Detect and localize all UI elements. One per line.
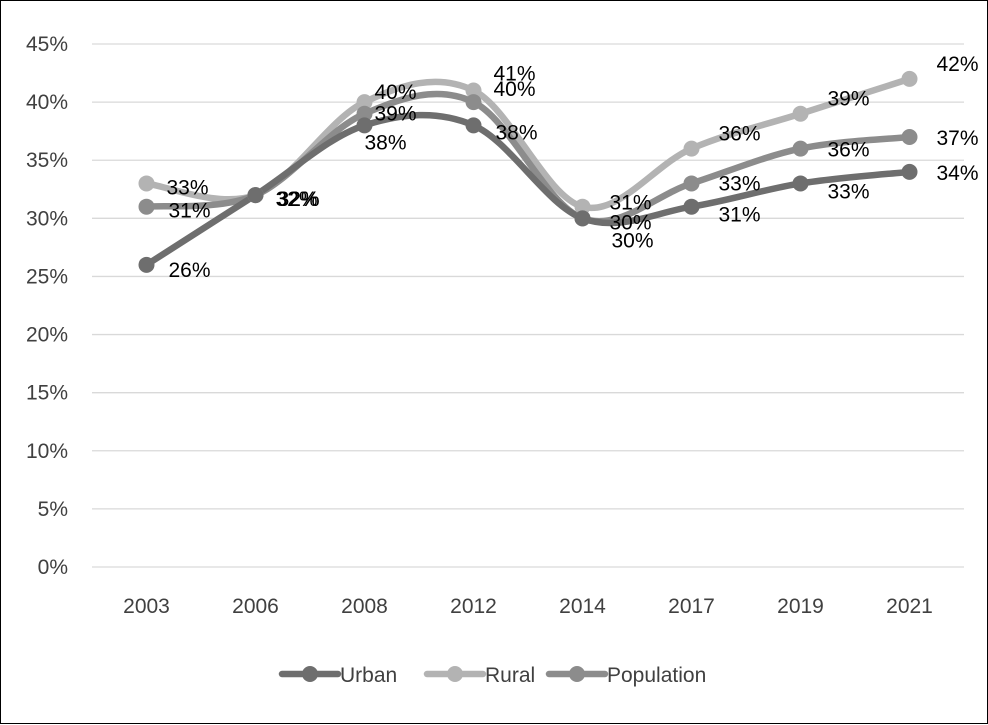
data-point-population: [901, 128, 918, 145]
legend-item-rural: Rural: [423, 664, 535, 687]
x-tick-label: 2008: [341, 595, 388, 618]
data-label-population: 32%: [278, 188, 320, 211]
data-point-rural: [683, 140, 700, 157]
y-axis-tick-labels: 0% 5% 10% 15% 20% 25% 30% 35% 40% 45%: [26, 33, 68, 579]
data-label-urban: 32%: [278, 188, 320, 211]
data-label-rural: 41%: [494, 62, 536, 85]
y-tick-label: 5%: [38, 498, 68, 521]
data-point-rural: [465, 82, 482, 99]
data-label-urban: 33%: [828, 180, 870, 203]
legend-label: Population: [607, 664, 706, 687]
legend-swatch-marker: [447, 666, 463, 682]
legend-swatch-marker: [569, 666, 585, 682]
data-label-rural: 42%: [937, 53, 979, 76]
x-tick-label: 2012: [450, 595, 497, 618]
data-label-rural: 31%: [610, 192, 652, 215]
x-axis-tick-labels: 2003 2006 2008 2012 2014 2017 2019 2021: [123, 595, 933, 618]
y-tick-label: 25%: [26, 265, 68, 288]
data-point-urban: [356, 117, 373, 134]
data-point-rural: [138, 175, 155, 192]
y-tick-label: 10%: [26, 440, 68, 463]
data-point-population: [465, 94, 482, 111]
y-tick-label: 0%: [38, 556, 68, 579]
data-label-urban: 34%: [937, 162, 979, 185]
y-tick-label: 35%: [26, 149, 68, 172]
data-label-urban: 38%: [496, 121, 538, 144]
data-label-population: 39%: [375, 103, 417, 126]
data-point-population: [138, 198, 155, 215]
y-tick-label: 15%: [26, 382, 68, 405]
y-tick-label: 40%: [26, 91, 68, 114]
series-lines: [143, 75, 913, 269]
legend-swatch-marker: [302, 666, 318, 682]
data-point-urban: [574, 210, 591, 227]
data-point-urban: [465, 117, 482, 134]
x-tick-label: 2014: [559, 595, 606, 618]
data-label-urban: 31%: [719, 204, 761, 227]
data-label-population: 37%: [937, 127, 979, 150]
x-tick-label: 2021: [886, 595, 933, 618]
legend-label: Rural: [485, 664, 535, 687]
data-point-population: [356, 105, 373, 122]
x-tick-label: 2019: [777, 595, 824, 618]
data-point-urban: [901, 163, 918, 180]
legend: Urban Rural Population: [278, 664, 706, 687]
data-label-population: 30%: [610, 211, 652, 234]
data-label-population: 33%: [719, 172, 761, 195]
series-line-urban: [143, 111, 913, 269]
y-tick-label: 20%: [26, 324, 68, 347]
y-tick-label: 30%: [26, 207, 68, 230]
legend-label: Urban: [340, 664, 397, 687]
data-point-population: [792, 140, 809, 157]
data-point-rural: [574, 198, 591, 215]
x-tick-label: 2017: [668, 595, 715, 618]
data-label-rural: 40%: [375, 81, 417, 104]
legend-item-population: Population: [545, 664, 706, 687]
legend-item-urban: Urban: [278, 664, 397, 687]
data-label-rural: 39%: [828, 88, 870, 111]
data-label-population: 40%: [494, 78, 536, 101]
data-label-rural: 32%: [276, 188, 318, 211]
data-label-urban: 26%: [169, 259, 211, 282]
series-points: [138, 70, 918, 273]
data-point-urban: [792, 175, 809, 192]
data-label-rural: 36%: [719, 123, 761, 146]
data-label-urban: 30%: [612, 229, 654, 252]
x-tick-label: 2003: [123, 595, 170, 618]
data-point-rural: [356, 94, 373, 111]
data-label-rural: 33%: [167, 176, 209, 199]
data-point-urban: [683, 198, 700, 215]
y-tick-label: 45%: [26, 33, 68, 56]
data-point-rural: [901, 70, 918, 87]
data-point-rural: [792, 105, 809, 122]
data-labels: 26%32%38% 38%30%31%33%34%33%32%40%41%31%3…: [167, 53, 979, 282]
data-label-population: 36%: [828, 139, 870, 162]
data-label-population: 31%: [169, 200, 211, 223]
data-point-population: [683, 175, 700, 192]
gridlines: [92, 43, 964, 568]
data-label-urban: 38%: [365, 131, 407, 154]
x-tick-label: 2006: [232, 595, 279, 618]
data-point-urban: [247, 187, 264, 204]
data-point-urban: [138, 256, 155, 273]
